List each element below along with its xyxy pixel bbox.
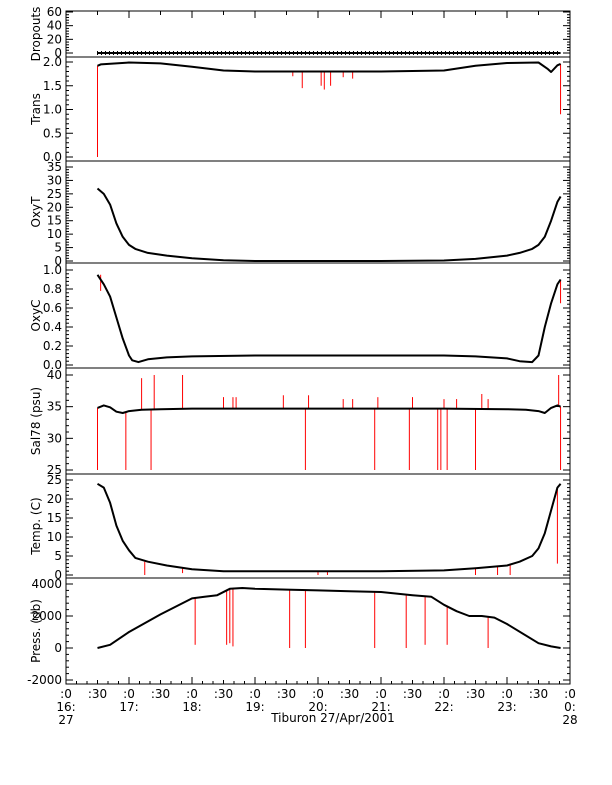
y-tick-label: 5 <box>54 549 62 563</box>
panel-frame <box>65 262 571 369</box>
y-tick-label: 1.0 <box>43 103 62 117</box>
x-tick-label: :0 <box>60 687 72 701</box>
y-tick-label: 60 <box>47 5 62 19</box>
data-line <box>97 587 561 649</box>
y-axis-label: Trans <box>29 93 43 126</box>
y-tick-label: 20 <box>47 492 62 506</box>
y-tick-label: 20 <box>47 32 62 46</box>
panel-3: 0.0 0.2 0.4 0.6 0.8 1.0 OxyC <box>29 262 571 372</box>
x-tick-label: 0: <box>564 700 576 714</box>
x-tick-label: :30 <box>277 687 296 701</box>
y-axis-label: OxyC <box>29 299 43 331</box>
data-line <box>97 61 562 73</box>
y-axis-label: Temp. (C) <box>29 497 43 555</box>
y-tick-label: 25 <box>47 473 62 487</box>
y-tick-label: 0.5 <box>43 126 62 140</box>
y-tick-label: 40 <box>47 368 62 382</box>
y-tick-label: 0 <box>54 46 62 60</box>
x-tick-label: 28 <box>562 713 577 727</box>
y-tick-label: 25 <box>47 463 62 477</box>
x-tick-label: 20: <box>308 700 327 714</box>
x-tick-label: 21: <box>371 700 390 714</box>
y-tick-label: 35 <box>47 400 62 414</box>
y-tick-label: 10 <box>47 530 62 544</box>
y-tick-label: 0.8 <box>43 282 62 296</box>
x-tick-label: :0 <box>123 687 135 701</box>
y-tick-label: 30 <box>47 173 62 187</box>
y-tick-label: 5 <box>54 241 62 255</box>
y-tick-label: 0.6 <box>43 301 62 315</box>
y-tick-label: 40 <box>47 19 62 33</box>
x-tick-label: :30 <box>466 687 485 701</box>
x-tick-label: :0 <box>186 687 198 701</box>
data-line <box>96 482 562 573</box>
y-tick-label: 0 <box>54 254 62 268</box>
y-tick-label: 0.0 <box>43 358 62 372</box>
x-tick-label: :0 <box>438 687 450 701</box>
y-tick-label: 35 <box>47 160 62 174</box>
y-tick-label: 0 <box>54 641 62 655</box>
panel-1: 0.0 0.5 1.0 1.5 2.0 Trans <box>29 55 571 164</box>
y-tick-label: 15 <box>47 511 62 525</box>
panels: 0204060Dropouts0.00.51.01.52.0Trans05101… <box>27 5 571 687</box>
y-tick-label: 20 <box>47 200 62 214</box>
y-tick-label: 0 <box>54 568 62 582</box>
x-tick-label: 16: <box>56 700 75 714</box>
x-tick-label: :0 <box>501 687 513 701</box>
panel-frame <box>65 473 571 579</box>
panel-frame <box>65 56 571 162</box>
x-tick-label: :0 <box>564 687 576 701</box>
y-axis-label: OxyT <box>29 196 43 228</box>
x-tick-label: :30 <box>340 687 359 701</box>
panel-4: 25 30 35 40 Sal78 (psu) <box>29 367 571 477</box>
y-tick-label: 0.2 <box>43 339 62 353</box>
x-tick-label: :30 <box>403 687 422 701</box>
x-tick-label: 19: <box>245 700 264 714</box>
x-tick-label: :30 <box>151 687 170 701</box>
x-tick-label: 27 <box>58 713 73 727</box>
data-line <box>96 274 562 364</box>
panel-frame <box>65 160 571 264</box>
y-axis-label: Dropouts <box>29 7 43 62</box>
panel-6: -2000 0 2000 4000 Press. (db) <box>27 577 571 687</box>
x-tick-label: :0 <box>312 687 324 701</box>
y-tick-label: 15 <box>47 214 62 228</box>
x-tick-label: :30 <box>529 687 548 701</box>
x-tick-label: :30 <box>214 687 233 701</box>
x-tick-label: 22: <box>434 700 453 714</box>
time-axis: :016:27:30:017::30:018::30:019::30:020::… <box>56 11 578 727</box>
y-tick-label: -2000 <box>27 673 62 687</box>
y-tick-label: 1.0 <box>43 263 62 277</box>
y-tick-label: 10 <box>47 227 62 241</box>
y-tick-label: 0.4 <box>43 320 62 334</box>
y-tick-label: 30 <box>47 431 62 445</box>
panel-5: 0 5 10 15 20 25 Temp. (C) <box>29 473 571 582</box>
x-tick-label: 18: <box>182 700 201 714</box>
y-tick-label: 2.0 <box>43 55 62 69</box>
y-tick-label: 2000 <box>31 609 62 623</box>
y-tick-label: 0.0 <box>43 150 62 164</box>
x-tick-label: :30 <box>88 687 107 701</box>
y-axis-label: Sal78 (psu) <box>29 387 43 455</box>
x-tick-label: 23: <box>497 700 516 714</box>
x-tick-label: 17: <box>119 700 138 714</box>
x-axis-title: Tiburon 27/Apr/2001 <box>270 711 395 725</box>
data-line <box>96 187 562 262</box>
y-tick-label: 4000 <box>31 577 62 591</box>
y-tick-label: 1.5 <box>43 79 62 93</box>
y-axis-label: Press. (db) <box>29 599 43 663</box>
panel-frame <box>65 577 571 685</box>
data-line <box>97 404 561 414</box>
x-tick-label: :0 <box>249 687 261 701</box>
y-tick-label: 25 <box>47 187 62 201</box>
x-tick-label: :0 <box>375 687 387 701</box>
